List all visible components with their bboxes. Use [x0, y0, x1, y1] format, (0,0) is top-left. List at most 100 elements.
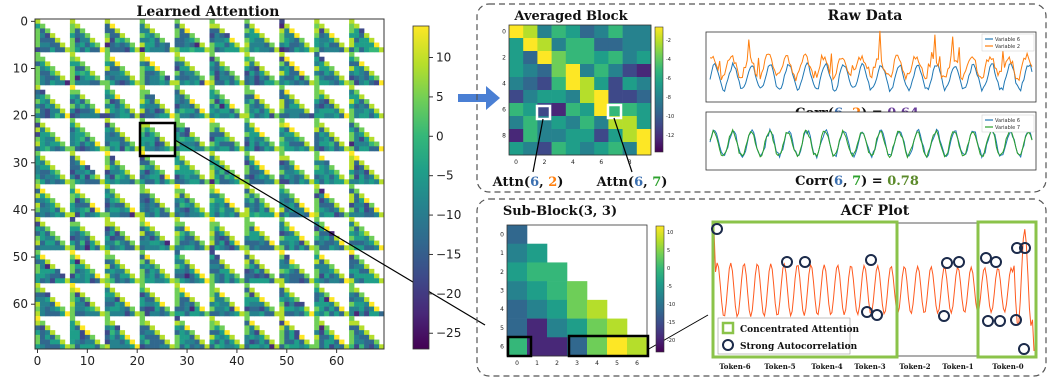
heat-cell [129, 113, 136, 119]
heat-cell [109, 268, 116, 274]
heat-cell [299, 80, 305, 86]
heat-cell [354, 212, 360, 218]
heat-cell [69, 94, 76, 100]
heat-cell [334, 75, 340, 81]
heat-cell [284, 174, 290, 180]
heat-cell [114, 108, 121, 114]
heat-cell [354, 325, 360, 331]
heat-cell [164, 207, 170, 213]
heat-cell [44, 193, 51, 199]
heat-cell [144, 207, 150, 213]
heat-cell [124, 47, 131, 53]
sub-cell [567, 337, 588, 357]
heat-cell [104, 311, 111, 317]
heat-cell [259, 231, 265, 237]
heat-cell [204, 179, 210, 185]
heat-cell [264, 37, 270, 43]
heat-cell [209, 311, 215, 317]
heat-cell [249, 212, 255, 218]
heat-cell [344, 47, 350, 53]
heat-cell [194, 42, 200, 48]
heat-cell [314, 188, 320, 194]
heat-cell [69, 268, 76, 274]
heat-cell [109, 212, 116, 218]
heat-cell [184, 325, 190, 331]
heat-cell [174, 146, 180, 152]
heat-cell [174, 108, 180, 114]
heat-cell [109, 306, 116, 312]
heat-cell [74, 320, 81, 326]
heat-cell [84, 113, 91, 119]
heat-cell [254, 231, 260, 237]
heat-cell [304, 273, 310, 279]
heat-cell [209, 42, 215, 48]
heat-cell [244, 188, 250, 194]
heat-cell [94, 80, 101, 86]
heat-cell [79, 278, 86, 284]
heat-cell [94, 179, 101, 185]
avg-cell [608, 129, 623, 143]
heat-cell [369, 37, 375, 43]
heat-cell [44, 108, 51, 114]
avg-cell [523, 38, 538, 52]
heat-cell [229, 174, 235, 180]
heat-cell [35, 316, 41, 322]
heat-cell [104, 254, 111, 260]
heat-cell [369, 174, 375, 180]
heat-cell [79, 47, 86, 53]
heat-cell [139, 42, 145, 48]
heat-cell [219, 66, 225, 72]
heat-cell [174, 334, 180, 340]
heat-cell [189, 70, 195, 76]
heat-cell [284, 179, 290, 185]
heat-cell [139, 89, 145, 95]
heat-cell [154, 174, 160, 180]
heat-cell [174, 61, 180, 67]
avg-cell [636, 77, 652, 91]
raw-legend-2: Variable 6 Variable 7 [981, 114, 1035, 133]
heat-cell [294, 99, 300, 105]
heat-cell [354, 226, 360, 232]
heat-cell [249, 28, 255, 34]
autocorrelation-circle [941, 257, 953, 269]
heat-cell [114, 245, 121, 251]
heat-cell [154, 165, 160, 171]
heat-cell [69, 245, 76, 251]
heat-cell [159, 75, 165, 81]
heat-cell [254, 113, 260, 119]
heat-cell [154, 330, 160, 336]
heat-cell [299, 113, 305, 119]
heat-cell [219, 132, 225, 138]
heat-cell [249, 23, 255, 29]
heat-cell [59, 47, 66, 53]
heat-cell [79, 226, 86, 232]
heat-cell [209, 240, 215, 246]
heat-cell [84, 75, 91, 81]
heat-cell [109, 132, 116, 138]
heat-cell [314, 118, 320, 124]
heat-cell [119, 311, 126, 317]
sub-x-tick: 3 [575, 360, 579, 367]
heat-cell [314, 268, 320, 274]
heat-cell [94, 75, 101, 81]
heat-cell [39, 259, 46, 265]
heat-cell [184, 179, 190, 185]
heat-cell [174, 136, 180, 142]
heat-cell [119, 268, 126, 274]
heat-cell [304, 311, 310, 317]
heat-cell [149, 198, 155, 204]
heat-cell [224, 132, 230, 138]
attn-6-7-pointer [613, 117, 633, 173]
heat-cell [214, 188, 220, 194]
heat-cell [224, 306, 230, 312]
heat-cell [264, 103, 270, 109]
heat-cell [174, 165, 180, 171]
heat-cell [174, 297, 180, 303]
heat-cell [289, 268, 295, 274]
heat-cell [149, 240, 155, 246]
heat-cell [174, 160, 180, 166]
heat-cell [74, 28, 81, 34]
heat-cell [259, 103, 265, 109]
heat-cell [309, 344, 315, 350]
